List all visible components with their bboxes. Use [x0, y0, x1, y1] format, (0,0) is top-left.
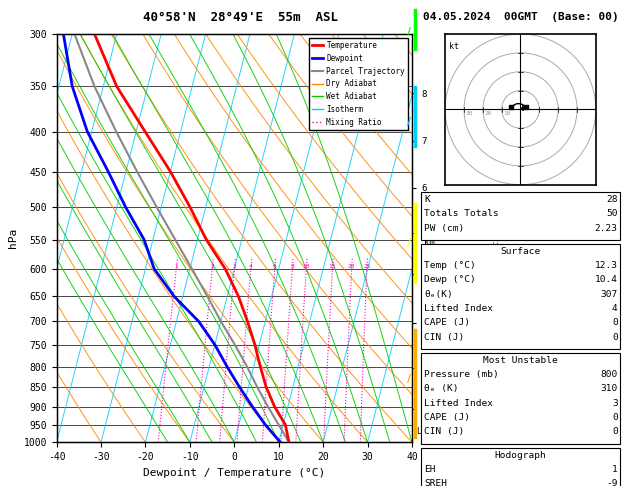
Text: CIN (J): CIN (J) — [424, 332, 464, 342]
Text: 10: 10 — [504, 111, 511, 116]
Text: 8: 8 — [291, 264, 294, 269]
Text: Mixing Ratio (g/kg): Mixing Ratio (g/kg) — [490, 191, 499, 286]
Text: 12.3: 12.3 — [594, 261, 618, 270]
Text: Temp (°C): Temp (°C) — [424, 261, 476, 270]
Text: 20: 20 — [348, 264, 355, 269]
Y-axis label: hPa: hPa — [8, 228, 18, 248]
Text: 3: 3 — [612, 399, 618, 408]
Text: /: / — [407, 27, 411, 36]
Text: /: / — [407, 238, 411, 248]
Y-axis label: km
ASL: km ASL — [421, 238, 437, 258]
Text: 10.4: 10.4 — [594, 275, 618, 284]
Text: 40°58'N  28°49'E  55m  ASL: 40°58'N 28°49'E 55m ASL — [143, 11, 338, 23]
Text: K: K — [424, 195, 430, 204]
Text: 0: 0 — [612, 428, 618, 436]
Text: /: / — [407, 374, 411, 384]
Text: PW (cm): PW (cm) — [424, 224, 464, 233]
Text: θₑ(K): θₑ(K) — [424, 290, 453, 299]
Text: 04.05.2024  00GMT  (Base: 00): 04.05.2024 00GMT (Base: 00) — [423, 12, 618, 22]
Legend: Temperature, Dewpoint, Parcel Trajectory, Dry Adiabat, Wet Adiabat, Isotherm, Mi: Temperature, Dewpoint, Parcel Trajectory… — [309, 38, 408, 130]
Text: Hodograph: Hodograph — [494, 451, 547, 460]
Text: 20: 20 — [485, 111, 493, 116]
Text: 10: 10 — [303, 264, 310, 269]
Text: 0: 0 — [612, 413, 618, 422]
Text: kt: kt — [449, 41, 459, 51]
Text: LCL: LCL — [416, 427, 431, 436]
Text: Totals Totals: Totals Totals — [424, 209, 499, 218]
Text: 30: 30 — [466, 111, 474, 116]
X-axis label: Dewpoint / Temperature (°C): Dewpoint / Temperature (°C) — [143, 468, 325, 478]
Text: 3: 3 — [233, 264, 237, 269]
Text: /: / — [407, 117, 411, 126]
Text: θₑ (K): θₑ (K) — [424, 384, 459, 394]
Text: 28: 28 — [606, 195, 618, 204]
Text: Surface: Surface — [501, 247, 540, 256]
Text: 6: 6 — [273, 264, 277, 269]
Text: EH: EH — [424, 465, 435, 474]
Text: Most Unstable: Most Unstable — [483, 356, 558, 365]
Text: © weatheronline.co.uk: © weatheronline.co.uk — [472, 469, 569, 479]
Text: SREH: SREH — [424, 479, 447, 486]
Text: 50: 50 — [606, 209, 618, 218]
Text: 4: 4 — [612, 304, 618, 313]
Text: CIN (J): CIN (J) — [424, 428, 464, 436]
Text: 1: 1 — [174, 264, 178, 269]
Text: CAPE (J): CAPE (J) — [424, 413, 470, 422]
Text: Dewp (°C): Dewp (°C) — [424, 275, 476, 284]
Text: -9: -9 — [606, 479, 618, 486]
Text: Lifted Index: Lifted Index — [424, 399, 493, 408]
Text: 0: 0 — [612, 332, 618, 342]
Text: CAPE (J): CAPE (J) — [424, 318, 470, 328]
Text: Pressure (mb): Pressure (mb) — [424, 370, 499, 379]
Text: 310: 310 — [601, 384, 618, 394]
Text: 0: 0 — [612, 318, 618, 328]
Text: 1: 1 — [612, 465, 618, 474]
Text: 2.23: 2.23 — [594, 224, 618, 233]
Text: 4: 4 — [249, 264, 253, 269]
Text: 25: 25 — [363, 264, 370, 269]
Text: 307: 307 — [601, 290, 618, 299]
Text: 800: 800 — [601, 370, 618, 379]
Text: Lifted Index: Lifted Index — [424, 304, 493, 313]
Text: 15: 15 — [329, 264, 337, 269]
Text: 2: 2 — [210, 264, 214, 269]
